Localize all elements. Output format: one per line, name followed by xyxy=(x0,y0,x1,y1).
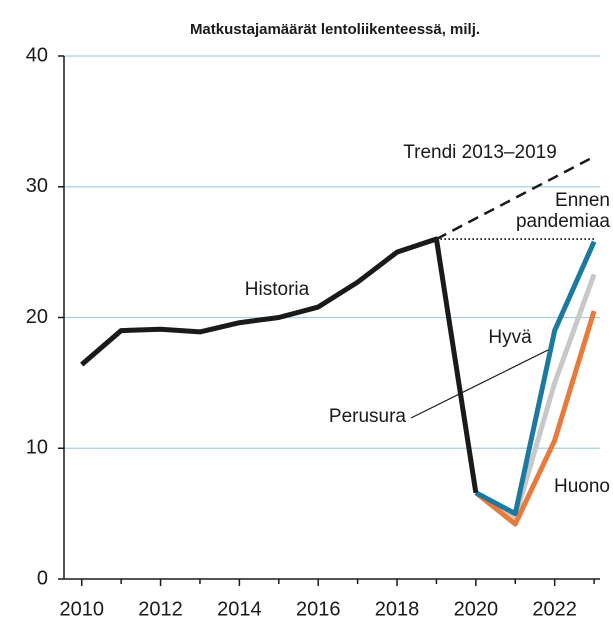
series-label: Huono xyxy=(554,476,610,497)
x-tick-label: 2016 xyxy=(296,598,341,620)
series-label: Historia xyxy=(245,279,310,300)
x-tick-label: 2022 xyxy=(532,598,577,620)
x-tick-label: 2020 xyxy=(454,598,499,620)
series-label: Hyvä xyxy=(488,327,532,348)
series-line xyxy=(80,236,479,494)
series-label: Trendi 2013–2019 xyxy=(403,142,557,163)
y-tick-label: 40 xyxy=(26,44,48,66)
x-tick-label: 2018 xyxy=(375,598,420,620)
series-line xyxy=(474,310,597,527)
series-line xyxy=(435,155,595,241)
y-tick-label: 20 xyxy=(26,306,48,328)
series-line xyxy=(474,240,597,517)
y-tick-label: 30 xyxy=(26,175,48,197)
chart-title: Matkustajamäärät lentoliikenteessä, milj… xyxy=(190,21,480,38)
leader-line xyxy=(410,349,549,419)
x-tick-label: 2012 xyxy=(138,598,183,620)
y-tick-label: 0 xyxy=(37,567,48,589)
y-tick-label: 10 xyxy=(26,437,48,459)
x-tick-label: 2010 xyxy=(59,598,104,620)
x-tick-label: 2014 xyxy=(217,598,262,620)
annotation: pandemiaa xyxy=(516,211,610,232)
series-label: Perusura xyxy=(329,406,407,427)
annotation: Ennen xyxy=(555,190,610,211)
